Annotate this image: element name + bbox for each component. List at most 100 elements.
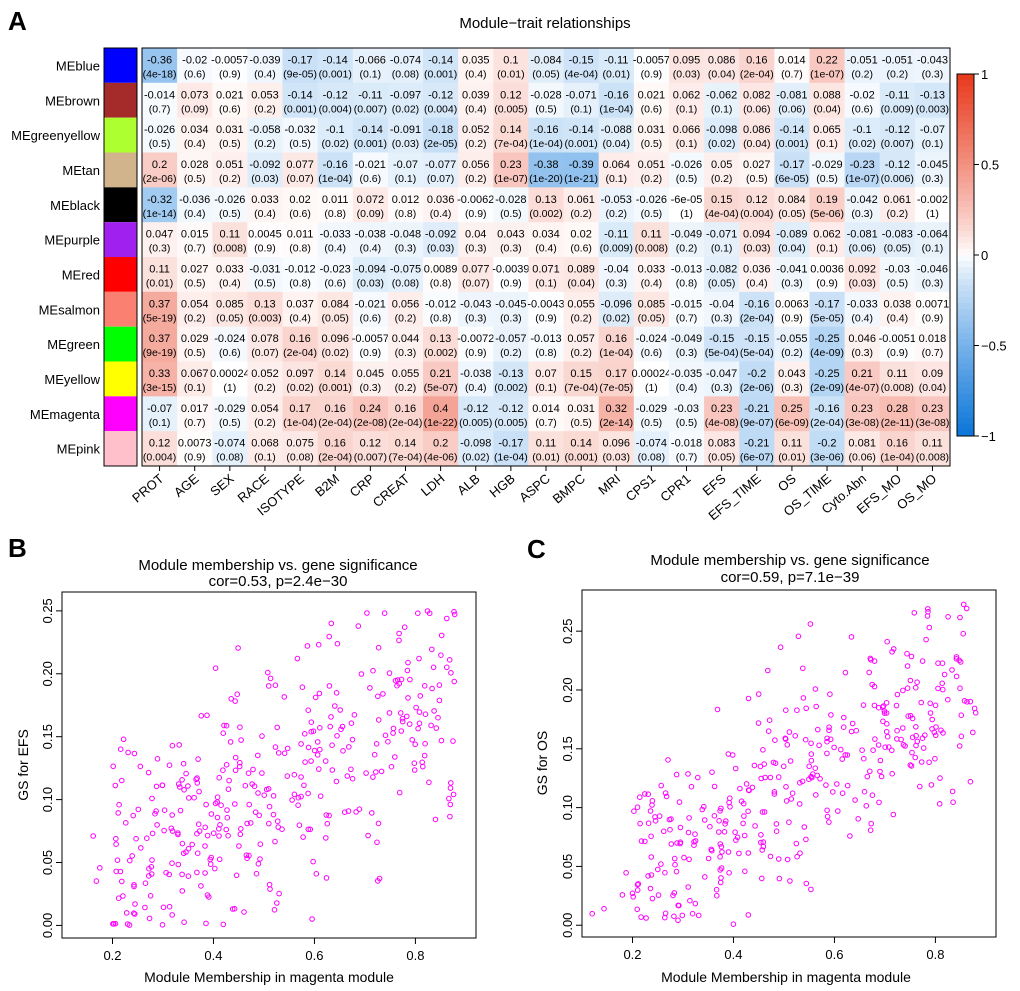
cell-pvalue: (0.4) (254, 208, 276, 220)
scatter-point (386, 710, 393, 716)
cell-correlation: -0.041 (776, 263, 807, 275)
scatter-point (212, 865, 218, 872)
legend-gradient-step (957, 128, 974, 135)
cell-correlation: 0.00024 (210, 368, 250, 380)
cell-correlation: 0.043 (497, 229, 525, 241)
cell-correlation: -0.049 (671, 333, 702, 345)
heatmap-cell (212, 152, 248, 188)
scatter-point (180, 850, 187, 857)
heatmap-cell (633, 82, 670, 118)
heatmap-cell (387, 222, 424, 258)
heatmap-cell (423, 326, 459, 362)
trait-label: OS_MO (894, 471, 940, 513)
scatter-point (399, 715, 406, 722)
heatmap-cell (668, 361, 705, 397)
legend-gradient-step (957, 92, 974, 99)
scatter-os-ylabel: GS for OS (534, 731, 550, 796)
cell-pvalue: (0.3) (851, 347, 873, 359)
scatter-point (826, 724, 832, 731)
cell-pvalue: (0.07) (286, 173, 313, 185)
scatter-point (741, 813, 747, 819)
scatter-point (179, 840, 186, 847)
scatter-point (305, 744, 312, 751)
scatter-point (674, 840, 680, 846)
cell-pvalue: (0.003) (248, 312, 281, 324)
heatmap-cell (212, 117, 248, 153)
scatter-point (255, 861, 262, 867)
scatter-point (417, 693, 424, 699)
heatmap-cell (844, 117, 881, 153)
cell-pvalue: (0.7) (676, 312, 698, 324)
cell-pvalue: (0.4) (465, 103, 487, 115)
scatter-point (634, 887, 641, 893)
heatmap-cell (458, 326, 494, 362)
cell-correlation: 0.071 (532, 263, 560, 275)
cell-pvalue: (5e-07) (424, 382, 458, 394)
cell-pvalue: (0.2) (254, 103, 276, 115)
heatmap-cell (598, 291, 635, 327)
cell-pvalue: (0.002) (529, 208, 562, 220)
scatter-point (835, 808, 841, 814)
scatter-point (196, 828, 203, 834)
scatter-point (909, 749, 915, 756)
cell-pvalue: (0.5) (641, 208, 663, 220)
scatter-point (120, 893, 126, 899)
scatter-point (220, 730, 226, 737)
cell-pvalue: (0.002) (424, 347, 457, 359)
module-label: MEyellow (44, 372, 100, 387)
legend-gradient-step (957, 146, 974, 153)
cell-correlation: 0.16 (887, 438, 908, 450)
scatter-point (272, 682, 279, 689)
scatter-point (877, 768, 883, 775)
scatter-point (775, 774, 782, 780)
scatter-point (111, 921, 117, 927)
cell-pvalue: (0.2) (641, 173, 663, 185)
scatter-point (333, 690, 340, 696)
heatmap-cell (387, 117, 424, 153)
scatter-point (784, 742, 791, 748)
scatter-point (848, 728, 855, 735)
cell-pvalue: (0.06) (743, 103, 770, 115)
cell-pvalue: (0.4) (676, 382, 698, 394)
heatmap-cell (914, 187, 951, 223)
scatter-point (149, 795, 155, 802)
trait-label: SEX (207, 471, 237, 499)
cell-correlation: -0.11 (604, 229, 628, 241)
panel-label-c: C (527, 534, 546, 564)
scatter-efs-frame (61, 591, 477, 939)
scatter-point (802, 736, 809, 743)
scatter-point (399, 718, 406, 725)
cell-pvalue: (0.007) (354, 103, 387, 115)
cell-pvalue: (0.5) (641, 417, 663, 429)
cell-correlation: -0.11 (358, 89, 382, 101)
scatter-point (223, 762, 230, 768)
scatter-point (168, 825, 175, 832)
legend-tick-label: 1 (981, 67, 988, 82)
scatter-point (702, 874, 708, 880)
cell-correlation: 0.0071 (916, 298, 950, 310)
scatter-point (272, 744, 279, 750)
cell-correlation: -0.13 (920, 89, 945, 101)
scatter-point (345, 808, 352, 814)
cell-pvalue: (0.04) (919, 382, 946, 394)
scatter-point (436, 682, 443, 688)
heatmap-cell (774, 431, 810, 467)
cell-pvalue: (0.5) (887, 277, 909, 289)
scatter-point (284, 745, 291, 752)
heatmap-cell (458, 117, 494, 153)
scatter-point (964, 699, 970, 705)
scatter-point (826, 819, 832, 825)
scatter-point (376, 875, 383, 882)
heatmap-cell (704, 117, 740, 153)
scatter-point (787, 758, 794, 764)
cell-pvalue: (6e-07) (740, 452, 774, 464)
scatter-point (220, 767, 226, 774)
scatter-point (448, 780, 454, 786)
scatter-point (302, 759, 308, 765)
cell-correlation: 0.05 (711, 159, 732, 171)
scatter-point (125, 749, 131, 756)
cell-correlation: -0.02 (850, 89, 875, 101)
scatter-point (326, 683, 333, 689)
scatter-point (755, 691, 762, 697)
